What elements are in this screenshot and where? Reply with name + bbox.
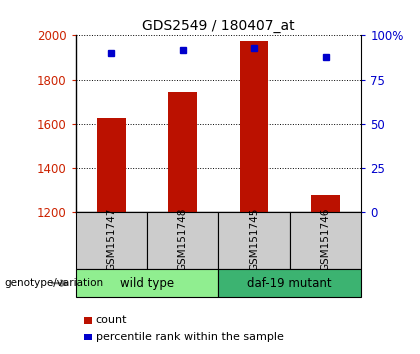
Text: count: count [96, 315, 127, 325]
Bar [311, 195, 340, 212]
Text: GSM151746: GSM151746 [320, 208, 331, 271]
Bar [168, 92, 197, 212]
Bar [76, 269, 218, 297]
Bar [240, 41, 268, 212]
Text: GDS2549 / 180407_at: GDS2549 / 180407_at [142, 19, 295, 34]
Text: GSM151745: GSM151745 [249, 208, 259, 271]
Text: percentile rank within the sample: percentile rank within the sample [96, 332, 284, 342]
Text: GSM151748: GSM151748 [178, 208, 188, 271]
Bar [76, 212, 147, 269]
Bar [97, 118, 126, 212]
Text: GSM151747: GSM151747 [106, 208, 116, 271]
Text: genotype/variation: genotype/variation [4, 278, 103, 288]
Bar [218, 269, 361, 297]
Bar [290, 212, 361, 269]
Bar [218, 212, 290, 269]
Text: daf-19 mutant: daf-19 mutant [247, 277, 332, 290]
Text: wild type: wild type [120, 277, 174, 290]
Bar [147, 212, 218, 269]
